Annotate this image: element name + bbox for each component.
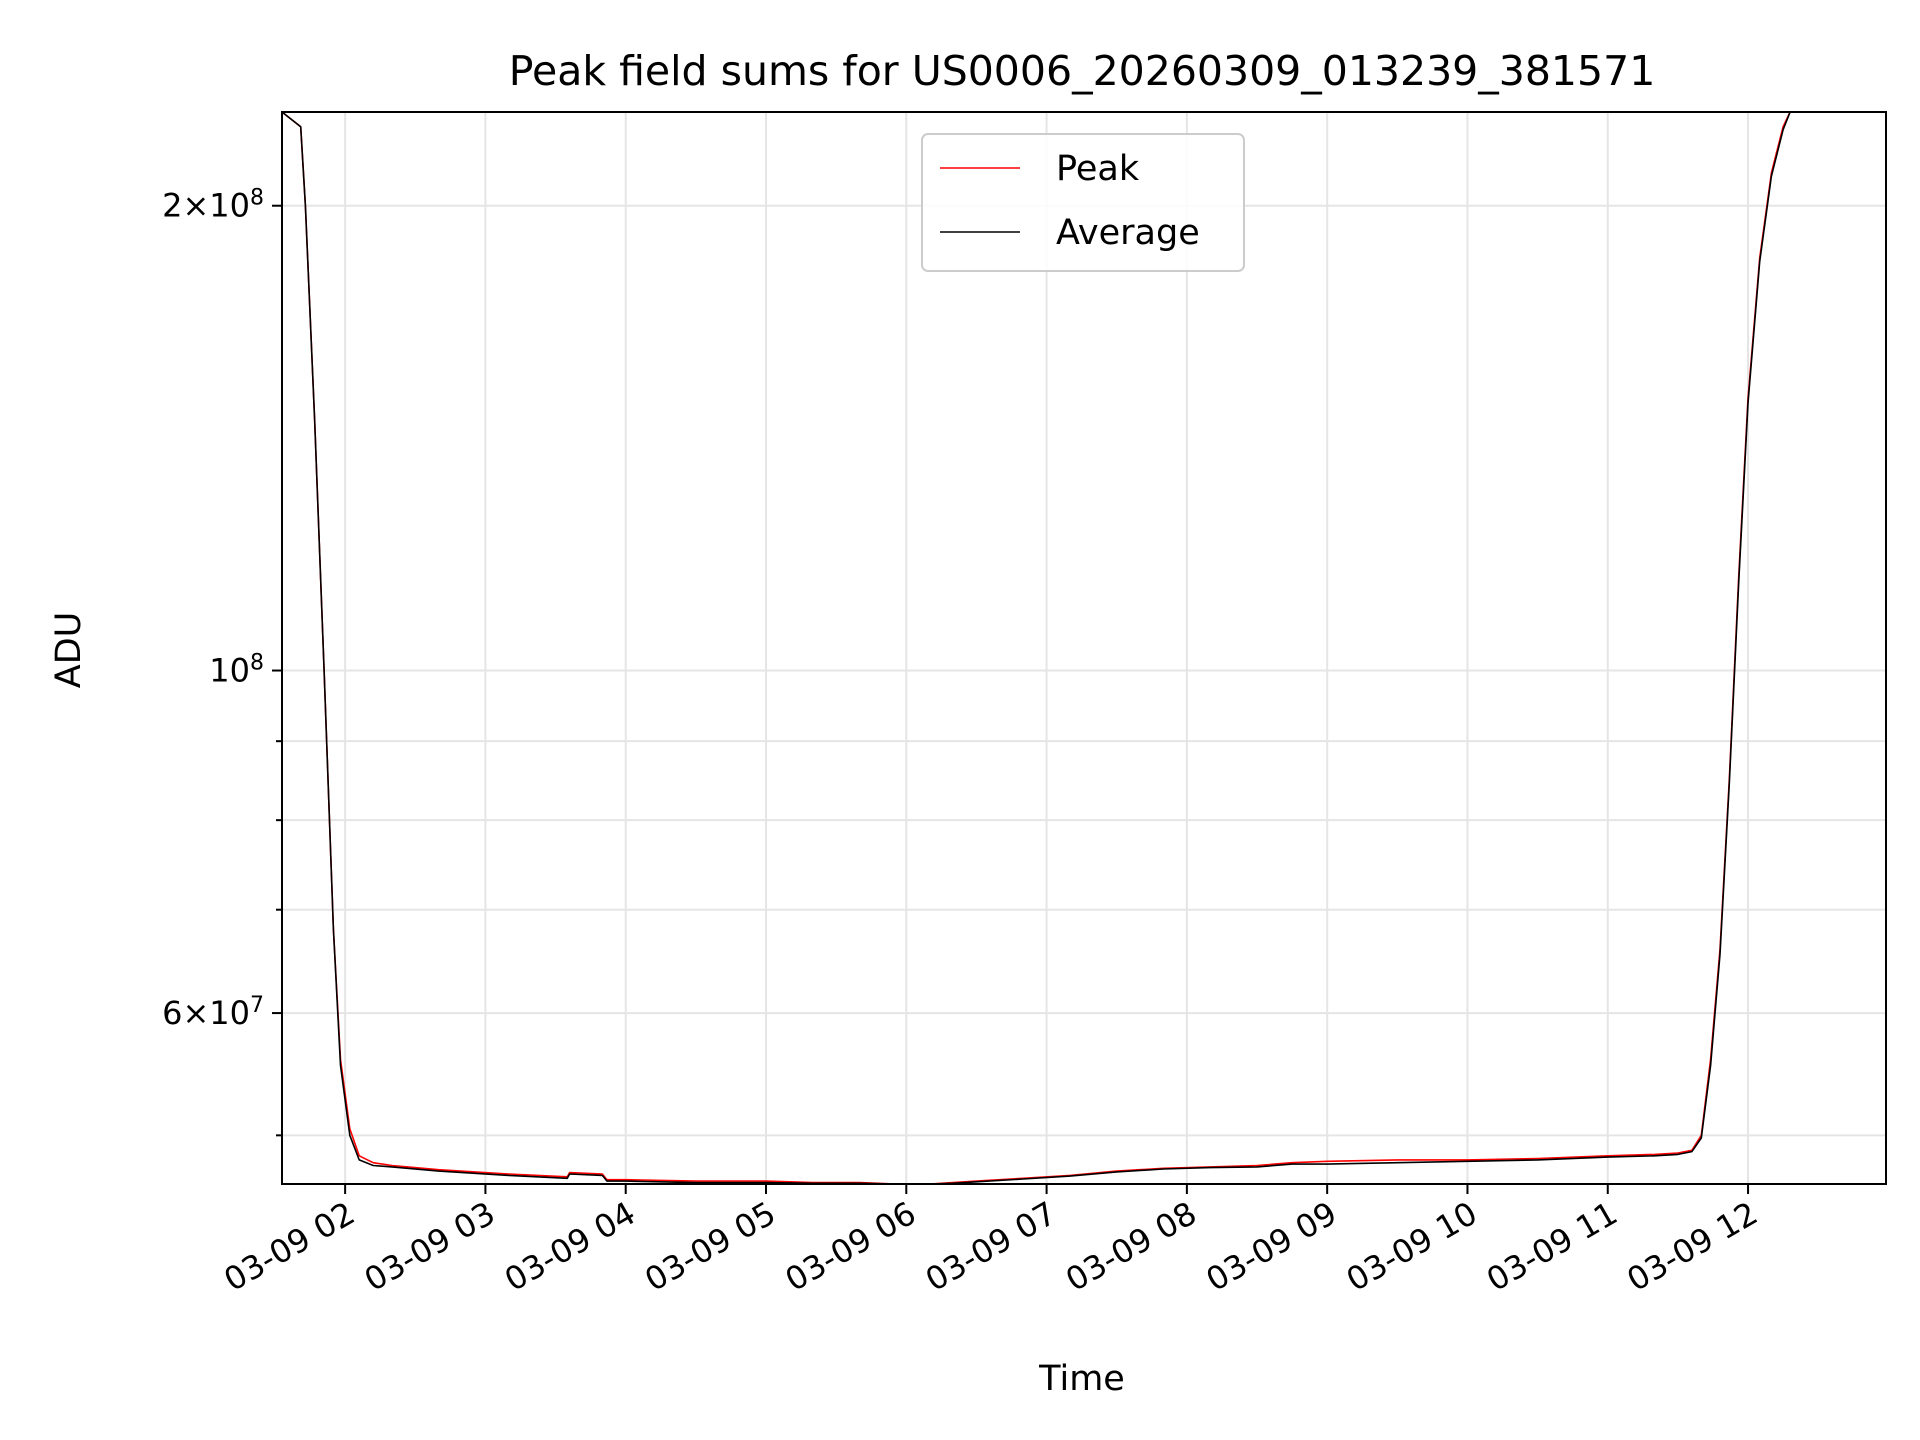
x-axis-label: Time <box>1038 1359 1125 1399</box>
y-axis-label: ADU <box>49 612 89 689</box>
y-axis: 2×108 108 6×107 <box>162 185 282 1137</box>
series-layer <box>282 112 1886 1184</box>
y-tick-label: 6×107 <box>162 993 264 1033</box>
grid <box>282 112 1886 1184</box>
plot-area-frame <box>281 111 1887 1185</box>
series-line-average <box>282 112 1886 1184</box>
legend-label-average: Average <box>1056 213 1200 253</box>
legend-label-peak: Peak <box>1056 149 1140 189</box>
legend: Peak Average <box>921 133 1245 272</box>
y-tick-label: 108 <box>209 650 264 690</box>
chart-title: Peak field sums for US0006_20260309_0132… <box>509 47 1656 95</box>
y-tick-label: 2×108 <box>162 185 264 225</box>
